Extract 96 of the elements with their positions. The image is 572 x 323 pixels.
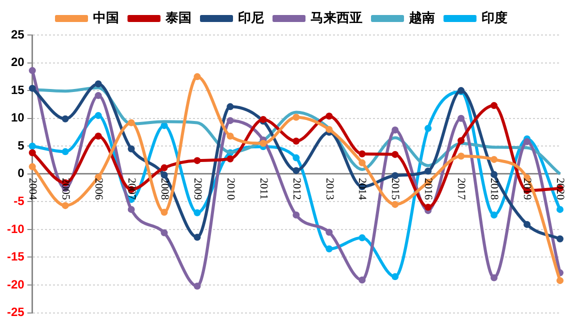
y-tick-label: 10 (10, 110, 25, 125)
point (160, 208, 168, 216)
point (128, 145, 135, 152)
x-tick-label: 2005 (59, 178, 72, 200)
point (358, 159, 366, 166)
x-tick-label: 2015 (389, 178, 402, 200)
y-tick-label: -5 (14, 194, 25, 208)
y-tick-label: 15 (10, 82, 25, 97)
y-tick-label: 5 (18, 138, 25, 152)
point (128, 119, 135, 126)
point (28, 142, 36, 150)
point (62, 115, 69, 122)
legend-label: 印度 (482, 10, 508, 26)
point (358, 234, 366, 242)
point (194, 234, 201, 241)
y-tick-label: -15 (7, 250, 25, 264)
point (458, 137, 465, 144)
x-tick-label: 2008 (158, 178, 170, 200)
point (490, 156, 498, 163)
legend-label: 马来西亚 (310, 10, 362, 26)
point (28, 163, 36, 170)
point (392, 273, 399, 280)
legend-label: 泰国 (164, 10, 192, 26)
x-tick-label: 2018 (488, 178, 500, 200)
point (94, 80, 102, 88)
point (226, 117, 234, 124)
point (28, 67, 36, 74)
point (292, 212, 300, 219)
point (260, 140, 267, 147)
point (28, 84, 36, 92)
point (326, 245, 333, 252)
x-tick-label: 2014 (356, 178, 368, 200)
x-tick-label: 2020 (554, 178, 566, 200)
point (194, 209, 201, 216)
point (62, 148, 69, 156)
point (292, 154, 300, 162)
y-tick-label: 0 (18, 166, 25, 180)
point (424, 204, 432, 211)
legend-label: 越南 (408, 10, 435, 26)
x-tick-label: 2016 (422, 178, 434, 200)
x-tick-label: 2013 (323, 178, 336, 200)
point (490, 170, 498, 178)
y-tick-label: -20 (7, 277, 25, 292)
point (94, 132, 102, 140)
point (292, 114, 300, 121)
point (28, 149, 36, 156)
point (556, 277, 564, 284)
point (326, 228, 333, 236)
x-tick-label: 2011 (257, 178, 270, 200)
point (392, 150, 399, 158)
legend-label: 中国 (93, 10, 119, 26)
point (292, 167, 300, 174)
x-tick-label: 2004 (26, 178, 38, 200)
point (358, 276, 366, 284)
point (424, 168, 432, 175)
y-tick-label: 20 (10, 55, 25, 70)
point (458, 152, 465, 160)
x-tick-label: 2010 (224, 178, 236, 200)
point (94, 92, 102, 100)
x-tick-label: 2006 (92, 178, 104, 200)
point (128, 206, 135, 213)
y-tick-label: 25 (10, 27, 25, 42)
point (160, 164, 168, 172)
point (490, 212, 498, 219)
point (194, 157, 201, 164)
x-tick-label: 2019 (521, 178, 534, 200)
point (94, 112, 102, 120)
point (160, 122, 168, 130)
legend-label: 印尼 (238, 10, 264, 26)
point (392, 126, 399, 134)
point (458, 114, 465, 122)
x-tick-label: 2009 (191, 178, 204, 200)
point (524, 138, 531, 146)
point (392, 200, 399, 208)
point (62, 202, 69, 210)
point (226, 155, 234, 162)
point (524, 220, 531, 228)
point (556, 235, 564, 242)
x-tick-label: 2017 (455, 178, 468, 200)
point (160, 229, 168, 236)
point (358, 150, 366, 158)
point (424, 124, 432, 132)
point (226, 132, 234, 140)
point (226, 103, 234, 110)
x-tick-label: 2012 (290, 178, 302, 200)
point (490, 102, 498, 110)
point (194, 73, 201, 80)
point (194, 282, 201, 290)
x-tick-label: 2007 (125, 178, 138, 200)
point (292, 138, 300, 145)
point (556, 206, 564, 213)
y-tick-label: -25 (7, 305, 25, 320)
point (326, 126, 333, 133)
point (326, 112, 333, 120)
point (490, 274, 498, 282)
y-tick-label: -10 (7, 222, 25, 236)
